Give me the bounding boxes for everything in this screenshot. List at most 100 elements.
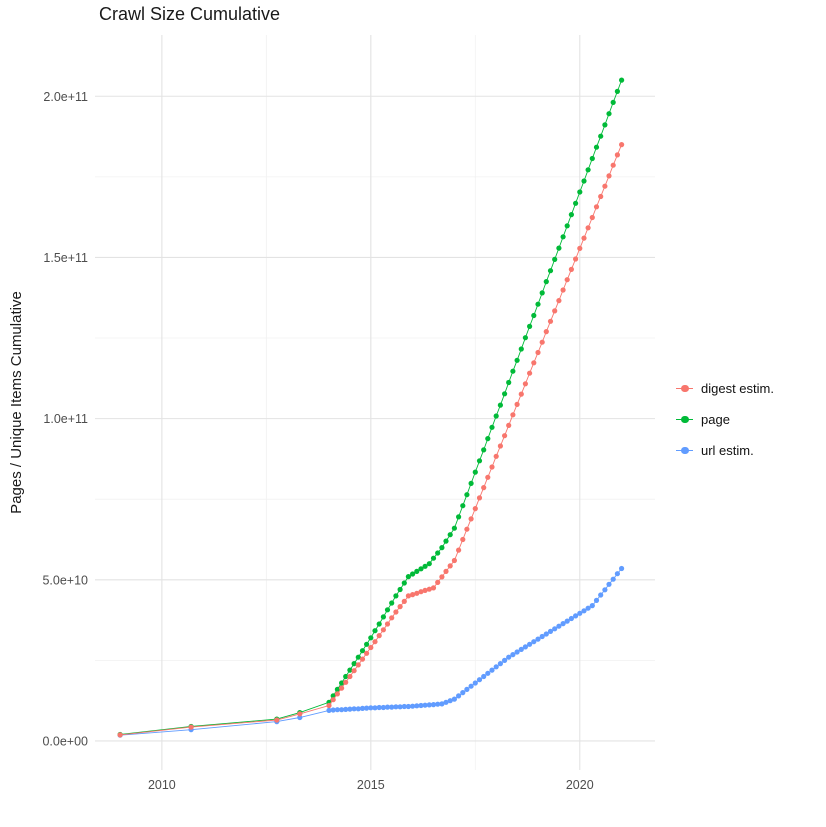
data-point — [384, 621, 391, 627]
data-point — [297, 711, 303, 717]
chart-title: Crawl Size Cumulative — [99, 4, 281, 24]
data-point — [351, 706, 357, 712]
data-point — [614, 571, 621, 577]
data-point — [456, 514, 462, 520]
data-point — [414, 590, 420, 596]
data-point — [573, 256, 579, 262]
legend-label: url estim. — [701, 443, 754, 458]
data-point — [397, 604, 403, 610]
data-point — [418, 589, 424, 595]
data-point — [577, 245, 583, 251]
data-point — [376, 621, 382, 627]
data-point — [443, 538, 449, 544]
data-point — [598, 133, 604, 139]
data-point — [581, 608, 587, 614]
data-point — [535, 301, 541, 307]
data-point — [610, 99, 616, 105]
data-point — [568, 212, 575, 218]
data-point — [334, 707, 340, 713]
x-tick-label: 2020 — [566, 778, 594, 792]
data-point — [410, 703, 416, 709]
data-point — [443, 699, 449, 705]
data-point — [564, 277, 570, 283]
data-point — [577, 189, 583, 195]
data-point — [364, 641, 370, 647]
data-point — [568, 615, 575, 622]
data-point — [610, 162, 616, 168]
data-point — [560, 621, 566, 627]
data-point — [393, 609, 399, 615]
data-point — [581, 235, 587, 241]
data-point — [485, 670, 491, 676]
data-point — [535, 349, 541, 356]
legend: digest estim. page url estim. — [676, 373, 774, 466]
data-point — [514, 649, 520, 655]
data-point — [589, 214, 595, 221]
data-point — [389, 704, 395, 710]
data-point — [602, 587, 608, 593]
data-point — [585, 605, 591, 611]
data-point — [610, 576, 616, 582]
legend-label: page — [701, 412, 730, 427]
data-point — [414, 703, 420, 709]
data-point — [401, 598, 407, 605]
data-point — [552, 308, 558, 314]
data-point — [539, 339, 545, 345]
data-point — [472, 680, 478, 686]
data-point — [619, 77, 625, 83]
legend-marker-icon — [676, 381, 693, 396]
data-point — [422, 702, 428, 708]
data-point — [531, 360, 537, 366]
data-point — [393, 704, 399, 710]
data-point — [439, 545, 445, 551]
data-point — [435, 579, 441, 586]
data-point — [326, 702, 332, 709]
data-point — [510, 412, 516, 418]
data-point — [422, 563, 428, 569]
data-point — [451, 525, 457, 531]
data-point — [577, 610, 583, 616]
data-point — [384, 704, 391, 710]
data-point — [447, 563, 453, 569]
data-point — [430, 555, 437, 561]
data-point — [485, 474, 491, 480]
data-point — [527, 370, 533, 376]
data-point — [418, 566, 424, 572]
data-point — [476, 495, 483, 501]
y-tick-label: 0.0e+00 — [42, 734, 88, 748]
data-point — [405, 593, 411, 599]
data-point — [493, 664, 499, 670]
data-point — [476, 458, 483, 464]
data-point — [355, 662, 361, 668]
data-point — [339, 685, 345, 691]
data-point — [439, 701, 445, 707]
data-point — [547, 268, 554, 274]
data-point — [368, 705, 374, 711]
data-point — [552, 626, 558, 632]
data-point — [514, 401, 520, 407]
data-point — [334, 691, 340, 697]
legend-label: digest estim. — [701, 381, 774, 396]
data-point — [619, 142, 625, 148]
data-point — [334, 686, 340, 693]
data-point — [531, 639, 537, 645]
data-point — [472, 469, 478, 475]
data-point — [401, 703, 407, 710]
data-point — [593, 597, 600, 604]
data-point — [472, 506, 478, 512]
data-point — [460, 536, 466, 543]
data-point — [568, 266, 575, 272]
data-point — [527, 323, 533, 329]
data-point — [489, 424, 495, 430]
data-point — [614, 152, 621, 158]
data-point — [506, 654, 512, 660]
data-point — [330, 697, 336, 703]
data-point — [339, 707, 345, 713]
data-point — [443, 568, 449, 575]
legend-item: url estim. — [676, 435, 774, 466]
data-point — [393, 593, 399, 599]
data-point — [339, 680, 345, 686]
data-point — [405, 574, 411, 580]
data-point — [347, 667, 353, 673]
